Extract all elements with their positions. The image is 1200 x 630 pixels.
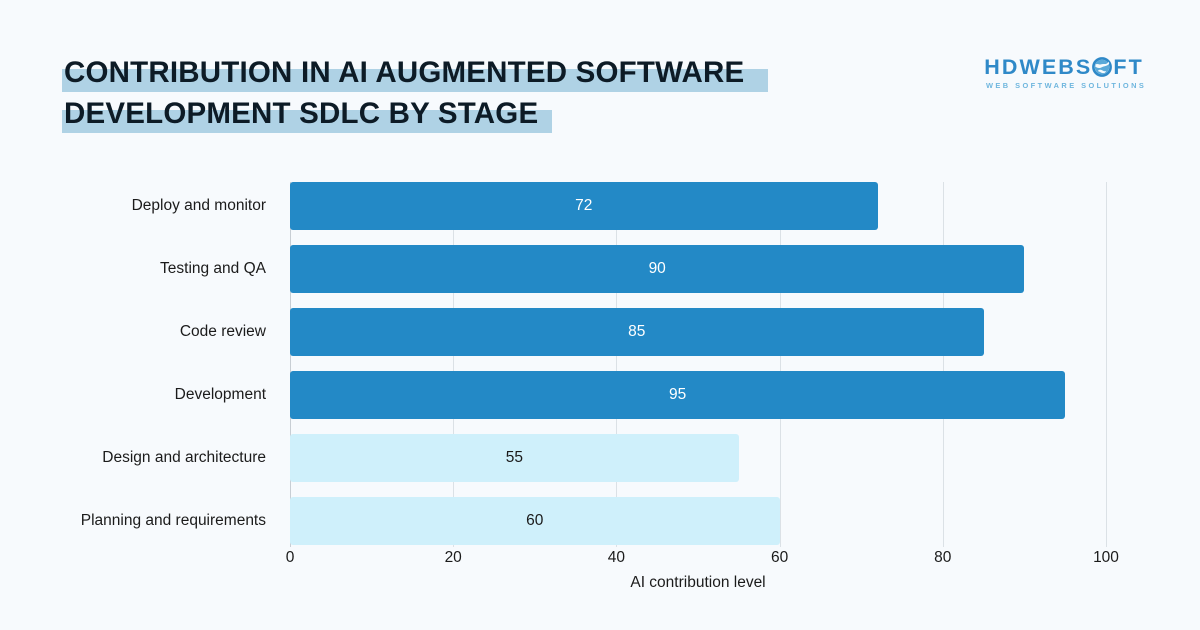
bar-row: 60 — [290, 497, 1106, 545]
bar-chart: 60 55 95 85 90 72 — [0, 150, 1200, 630]
bar-value-label: 85 — [628, 323, 646, 340]
page-title-line-2-text: DEVELOPMENT SDLC BY STAGE — [64, 97, 539, 130]
bar-value-label: 72 — [575, 197, 593, 214]
y-axis-label: Testing and QA — [160, 260, 266, 277]
x-axis-tick: 60 — [770, 549, 789, 566]
bar-value-label: 60 — [526, 512, 544, 529]
gridline-20 — [453, 182, 455, 547]
brand-logo-tagline: WEB SOFTWARE SOLUTIONS — [986, 81, 1147, 90]
x-axis-title: AI contribution level — [630, 574, 766, 591]
page-title-line-1: CONTRIBUTION IN AI AUGMENTED SOFTWARE — [62, 52, 824, 93]
x-axis-tick: 80 — [934, 549, 952, 566]
bar[interactable] — [290, 182, 878, 230]
plot-area: 60 55 95 85 90 72 — [290, 182, 1107, 547]
x-axis-tick: 40 — [607, 549, 626, 566]
y-axis-label: Code review — [179, 323, 266, 340]
bar-value-label: 95 — [668, 386, 687, 403]
bar-row: 90 — [290, 245, 1106, 293]
bar-value-label: 55 — [505, 449, 524, 466]
brand-logo-wordmark: HDWEBS FT — [984, 55, 1144, 79]
header: CONTRIBUTION IN AI AUGMENTED SOFTWARE DE… — [0, 0, 1200, 150]
bar-row: 55 — [290, 434, 1106, 482]
page-title-line-1-text: CONTRIBUTION IN AI AUGMENTED SOFTWARE — [64, 56, 745, 89]
gridline-0 — [290, 182, 291, 547]
bar-row: 95 — [290, 371, 1106, 419]
x-axis-tick: 100 — [1093, 549, 1119, 566]
bar[interactable] — [290, 245, 1025, 293]
gridline-100 — [1106, 182, 1107, 547]
globe-icon — [1092, 57, 1113, 77]
bar-row: 72 — [290, 182, 1106, 230]
bar-row: 85 — [290, 308, 1106, 356]
y-axis-label: Deploy and monitor — [131, 197, 266, 214]
bar-value-label: 90 — [648, 260, 666, 277]
bar[interactable] — [290, 308, 984, 356]
x-axis-tick: 20 — [444, 549, 462, 566]
x-axis-tick: 0 — [285, 549, 295, 566]
gridline-60 — [779, 182, 781, 547]
y-axis-label: Design and architecture — [102, 449, 266, 466]
brand-logo: HDWEBS FT WEB SOFTWARE SOLUTIONS — [984, 55, 1147, 92]
bar[interactable] — [290, 434, 739, 482]
y-axis-category-labels: Planning and requirements Design and arch… — [0, 182, 278, 547]
page-title-line-2: DEVELOPMENT SDLC BY STAGE — [62, 93, 824, 134]
x-axis-tick-labels: 0 20 40 60 80 100 — [286, 549, 1119, 573]
gridline-40 — [616, 182, 618, 547]
page-title: CONTRIBUTION IN AI AUGMENTED SOFTWARE DE… — [62, 52, 824, 134]
y-axis-label: Development — [174, 386, 266, 403]
y-axis-label: Planning and requirements — [80, 512, 266, 529]
bar[interactable] — [290, 371, 1066, 419]
bar[interactable] — [290, 497, 780, 545]
brand-logo-word-suffix: FT — [1113, 55, 1144, 79]
brand-logo-word-prefix: HDWEBS — [984, 55, 1093, 79]
gridline-80 — [942, 182, 944, 547]
